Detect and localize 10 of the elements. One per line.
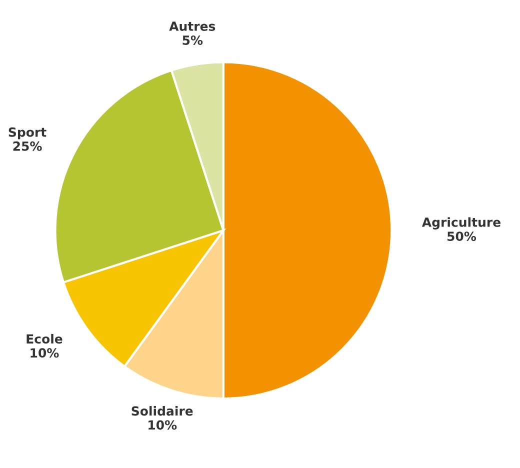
data-label: 10% [148,420,177,430]
data-label: 10% [30,348,59,358]
slice-label: Autres [169,22,216,31]
slice-label: Ecole [26,334,62,344]
data-label: 5% [182,35,203,45]
slice-label: Solidaire [132,406,193,416]
slice-label: Agriculture [422,217,500,230]
data-label: 25% [13,141,42,151]
slice-label: Sport [8,127,46,140]
data-label: 50% [447,232,476,242]
